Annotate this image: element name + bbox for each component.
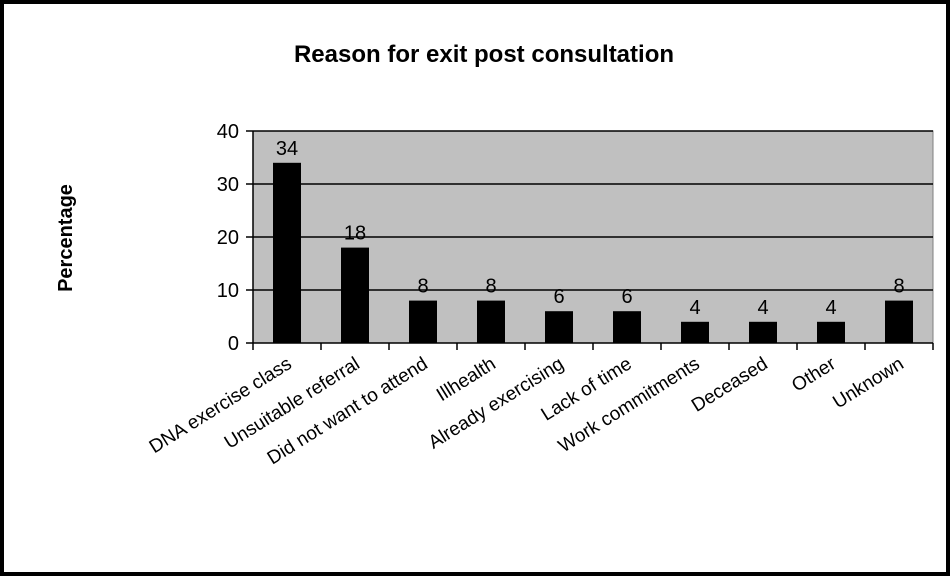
axes (246, 130, 934, 350)
bar (341, 247, 369, 343)
y-tick-labels: 0 10 20 30 40 (217, 121, 239, 355)
data-label: 8 (485, 276, 496, 298)
bars (273, 162, 913, 343)
bar (273, 162, 301, 343)
y-tick-label: 20 (217, 227, 239, 249)
x-category-label: Unknown (829, 353, 907, 413)
y-tick-label: 10 (217, 280, 239, 302)
bar (409, 300, 437, 343)
data-label: 4 (757, 297, 768, 319)
y-tick-label: 40 (217, 121, 239, 143)
data-label: 6 (621, 286, 632, 308)
data-label: 4 (825, 297, 836, 319)
data-label: 8 (893, 276, 904, 298)
bar (613, 311, 641, 343)
data-label: 34 (276, 138, 298, 160)
data-label: 18 (344, 223, 366, 245)
data-labels: 34 18 8 8 6 6 4 4 4 8 (276, 138, 905, 319)
bar (885, 300, 913, 343)
data-label: 6 (553, 286, 564, 308)
y-axis-label: Percentage (55, 184, 77, 292)
bar (681, 321, 709, 343)
chart-title: Reason for exit post consultation (294, 41, 674, 68)
x-category-label: Other (788, 353, 840, 396)
data-label: 4 (689, 297, 700, 319)
bar (749, 321, 777, 343)
bar (545, 311, 573, 343)
x-category-label: Deceased (688, 353, 772, 416)
bar (477, 300, 505, 343)
data-label: 8 (417, 276, 428, 298)
y-tick-label: 30 (217, 174, 239, 196)
y-tick-label: 0 (228, 333, 239, 355)
bar (817, 321, 845, 343)
